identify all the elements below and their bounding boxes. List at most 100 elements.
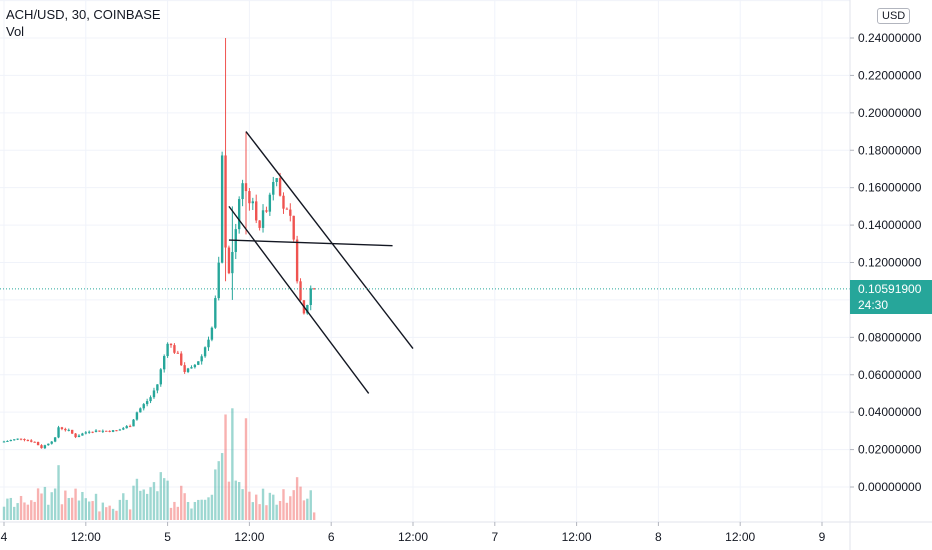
volume-bar [105, 507, 108, 520]
volume-bar [125, 499, 128, 520]
volume-bar [261, 488, 265, 520]
volume-bar [2, 506, 6, 520]
candle-body [282, 195, 285, 209]
volume-bar [220, 453, 224, 520]
volume-bar [23, 502, 26, 520]
candle-body [176, 352, 180, 354]
candle-body [261, 210, 265, 228]
candle-body [289, 209, 292, 216]
candle-body [180, 353, 183, 366]
trendline [228, 239, 393, 247]
price-tick-label: 0.18000000 [858, 143, 922, 157]
volume-bar [244, 418, 248, 520]
volume-bar [186, 501, 190, 520]
volume-bar [118, 499, 122, 520]
volume-bar [234, 480, 237, 520]
candle-body [207, 339, 210, 348]
candle-body [169, 343, 173, 346]
price-tick-label: 0.20000000 [858, 106, 922, 120]
volume-bar [272, 494, 275, 520]
price-tick-label: 0.04000000 [858, 405, 922, 419]
candle-body [244, 183, 248, 192]
volume-bar [74, 488, 77, 520]
candle-body [67, 429, 70, 431]
time-tick-label: 12:00 [71, 530, 101, 544]
candle-body [227, 247, 231, 274]
volume-bar [166, 480, 169, 520]
current-price-value: 0.10591900 [858, 281, 922, 296]
candle-body [306, 305, 309, 314]
volume-bar [258, 504, 261, 520]
candle-body [30, 440, 33, 442]
candle-body [33, 441, 36, 443]
volume-bar [19, 495, 23, 520]
volume-bar [139, 490, 142, 520]
trendline [228, 205, 370, 394]
volume-bar [64, 490, 67, 520]
candle-body [64, 428, 67, 431]
volume-bar [149, 487, 152, 520]
candle-body [101, 430, 105, 432]
time-tick-label: 5 [164, 530, 171, 544]
volume-indicator-label[interactable]: Vol [6, 24, 25, 39]
volume-bar [156, 491, 159, 520]
volume-bar [26, 504, 30, 520]
volume-bar [81, 491, 84, 520]
volume-bar [43, 486, 47, 520]
candle-body [203, 347, 207, 357]
candle-body [248, 191, 251, 204]
candle-body [36, 442, 40, 446]
candle-body [166, 343, 169, 357]
volume-bar [36, 488, 40, 520]
volume-bar [183, 493, 186, 520]
volume-bar [193, 501, 197, 520]
candle-body [231, 251, 234, 274]
volume-bar [57, 465, 60, 520]
candle-body [115, 430, 118, 432]
chart-grid [0, 0, 850, 522]
volume-bar [282, 489, 285, 520]
candle-body [275, 178, 278, 183]
candle-body [40, 445, 43, 449]
volume-bar [275, 504, 278, 520]
candle-body [105, 430, 108, 432]
drawn-trendlines[interactable] [228, 131, 414, 394]
candle-body [139, 408, 142, 413]
candle-body [16, 438, 19, 440]
candle-body [292, 215, 295, 240]
volume-bar [60, 504, 64, 520]
candle-body [156, 384, 159, 391]
time-tick-label: 9 [819, 530, 826, 544]
symbol-title[interactable]: ACH/USD, 30, COINBASE [6, 7, 161, 22]
time-tick-label: 6 [328, 530, 335, 544]
volume-bar [33, 501, 36, 520]
volume-bar [9, 497, 13, 520]
candle-body [125, 426, 128, 429]
volume-bar [115, 510, 118, 520]
candle-body [159, 369, 162, 385]
price-tick-label: 0.16000000 [858, 181, 922, 195]
candle-body [81, 433, 84, 436]
candle-body [122, 428, 125, 430]
volume-bar [132, 485, 135, 520]
volume-bar [111, 508, 115, 520]
candle-body [152, 390, 156, 398]
volume-bar [47, 504, 50, 520]
candle-body [217, 262, 220, 299]
candle-body [295, 239, 299, 282]
candle-body [210, 327, 214, 340]
candle-body [173, 345, 176, 353]
volume-bar [237, 482, 241, 520]
candle-body [193, 364, 197, 368]
volume-bar [200, 499, 203, 520]
volume-bar [135, 478, 139, 520]
volume-bar [128, 509, 132, 520]
volume-bar [67, 498, 70, 520]
volume-bar [94, 493, 98, 520]
currency-badge[interactable]: USD [877, 8, 911, 24]
candle-body [278, 178, 282, 196]
candle-body [53, 437, 57, 442]
volume-bar [210, 494, 214, 520]
